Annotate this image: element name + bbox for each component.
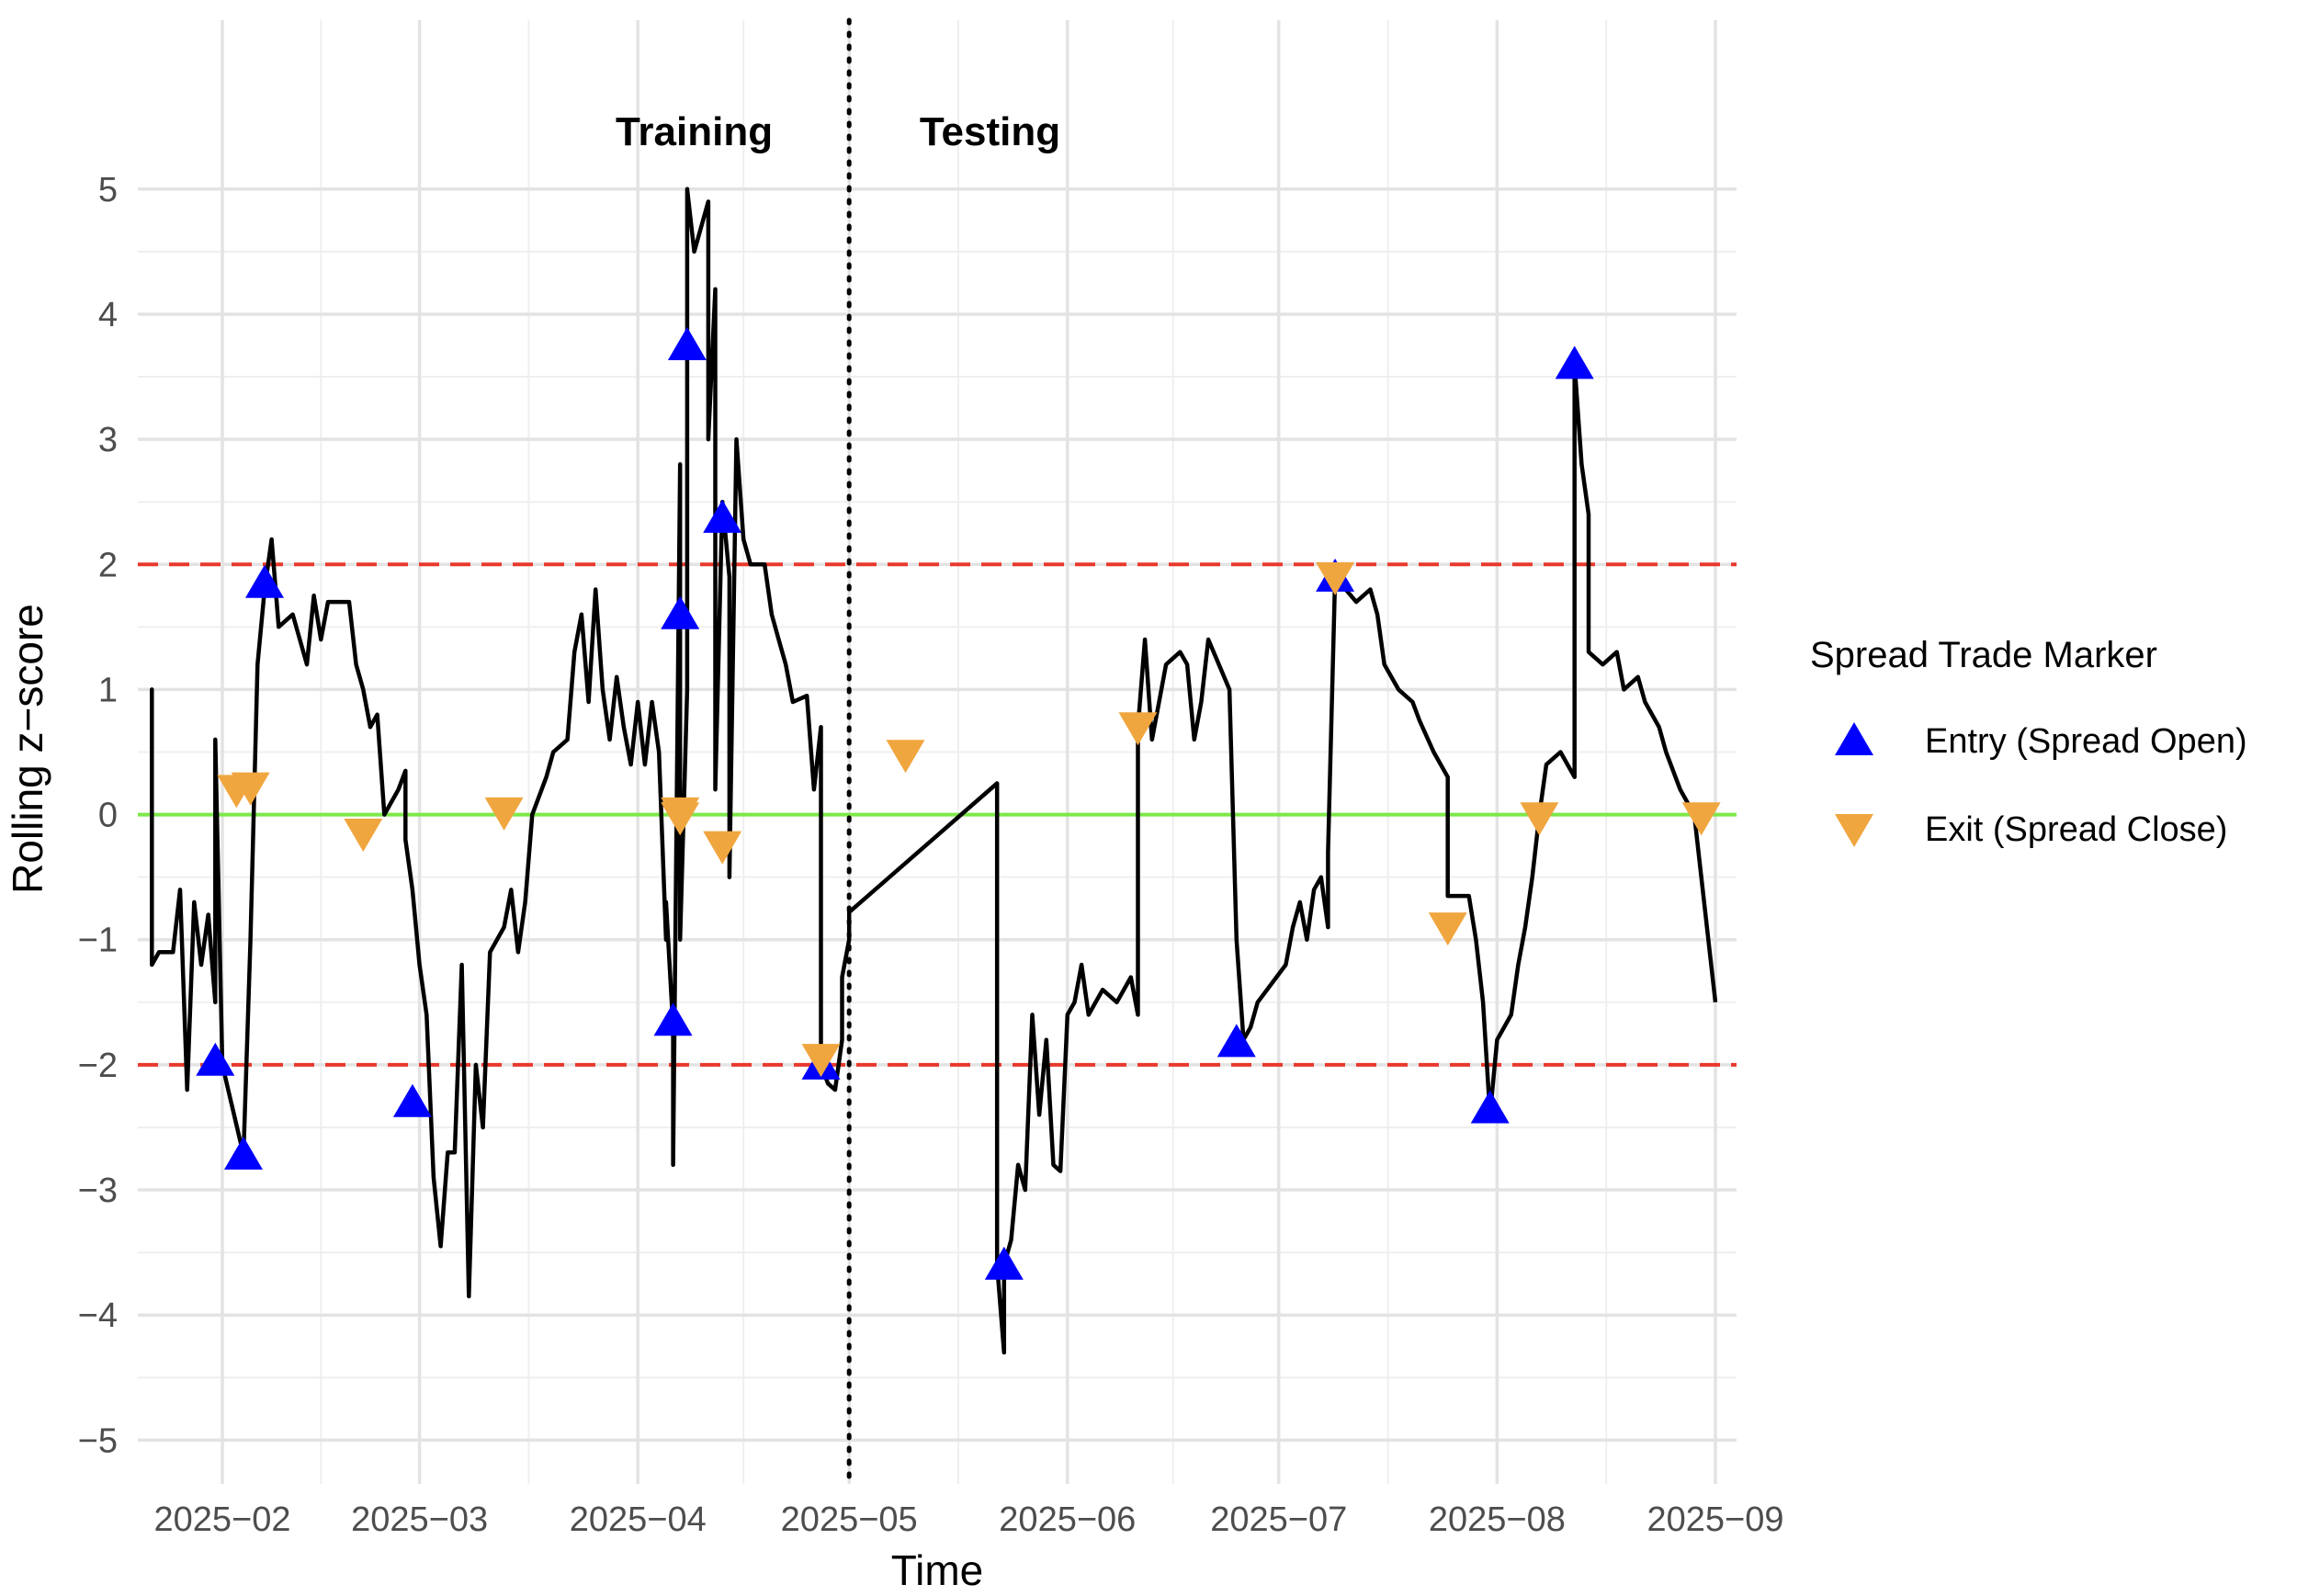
legend-entry-swatch <box>1835 722 1873 755</box>
y-tick-label: −4 <box>78 1296 118 1335</box>
legend-title: Spread Trade Marker <box>1810 635 2157 675</box>
x-tick-label: 2025−06 <box>999 1500 1136 1539</box>
entry-marker <box>392 1083 432 1117</box>
exit-marker <box>1118 712 1158 746</box>
entry-marker <box>661 595 700 629</box>
exit-marker <box>801 1044 841 1078</box>
entry-marker <box>653 1002 693 1036</box>
exit-marker <box>231 772 270 806</box>
y-tick-label: 2 <box>98 546 118 584</box>
x-tick-label: 2025−05 <box>781 1500 918 1539</box>
series-line <box>150 187 1718 1355</box>
phase-label: Training <box>616 109 773 154</box>
trade-markers <box>196 327 1721 1280</box>
entry-marker <box>1216 1024 1256 1058</box>
exit-marker <box>1520 802 1559 836</box>
x-tick-label: 2025−09 <box>1647 1500 1784 1539</box>
exit-marker <box>886 740 925 774</box>
entry-marker <box>223 1136 263 1170</box>
y-tick-label: 5 <box>98 171 118 209</box>
exit-marker <box>1428 912 1467 946</box>
exit-marker <box>344 819 383 852</box>
x-axis-ticks: 2025−02 2025−03 2025−04 2025−05 2025−06 2025−… <box>153 1500 1783 1539</box>
y-tick-label: 4 <box>98 296 118 334</box>
x-tick-label: 2025−03 <box>351 1500 488 1539</box>
grid <box>138 20 1737 1484</box>
z-score-line <box>150 187 1718 1355</box>
phase-label: Testing <box>920 109 1060 154</box>
y-tick-label: −5 <box>78 1421 118 1460</box>
entry-marker <box>196 1042 235 1076</box>
reference-lines <box>138 17 1737 1487</box>
legend-entry-label: Exit (Spread Close) <box>1925 810 2227 849</box>
entry-marker <box>703 499 742 533</box>
phase-labels: Training Testing <box>616 109 1060 154</box>
x-tick-label: 2025−07 <box>1210 1500 1347 1539</box>
y-axis-title: Rolling z−score <box>4 604 51 894</box>
y-tick-label: 0 <box>98 797 118 835</box>
y-tick-label: −3 <box>78 1172 118 1210</box>
exit-marker <box>1316 561 1355 595</box>
x-axis-title: Time <box>891 1546 984 1594</box>
y-tick-label: −1 <box>78 922 118 960</box>
legend-entry-label: Entry (Spread Open) <box>1925 722 2247 761</box>
entry-marker <box>984 1246 1024 1280</box>
entry-marker <box>1470 1090 1510 1124</box>
legend: Spread Trade Marker Entry (Spread Open)E… <box>1810 635 2247 849</box>
y-axis-ticks: 5 4 3 2 1 0 −1 −2 −3 −4 −5 <box>78 171 118 1461</box>
legend-entries: Entry (Spread Open) Exit (Spread Close) <box>1835 722 2247 849</box>
x-tick-label: 2025−04 <box>570 1500 707 1539</box>
y-tick-label: 1 <box>98 671 118 709</box>
exit-marker <box>484 797 524 831</box>
exit-marker <box>1681 802 1721 836</box>
exit-marker <box>703 831 742 865</box>
entry-marker <box>667 327 707 360</box>
x-tick-label: 2025−02 <box>153 1500 290 1539</box>
y-tick-label: −2 <box>78 1047 118 1085</box>
exit-marker <box>661 802 700 836</box>
legend-exit-swatch <box>1835 814 1873 847</box>
entry-marker <box>1555 345 1594 379</box>
entry-marker <box>244 564 284 598</box>
y-tick-label: 3 <box>98 421 118 459</box>
x-tick-label: 2025−08 <box>1429 1500 1566 1539</box>
